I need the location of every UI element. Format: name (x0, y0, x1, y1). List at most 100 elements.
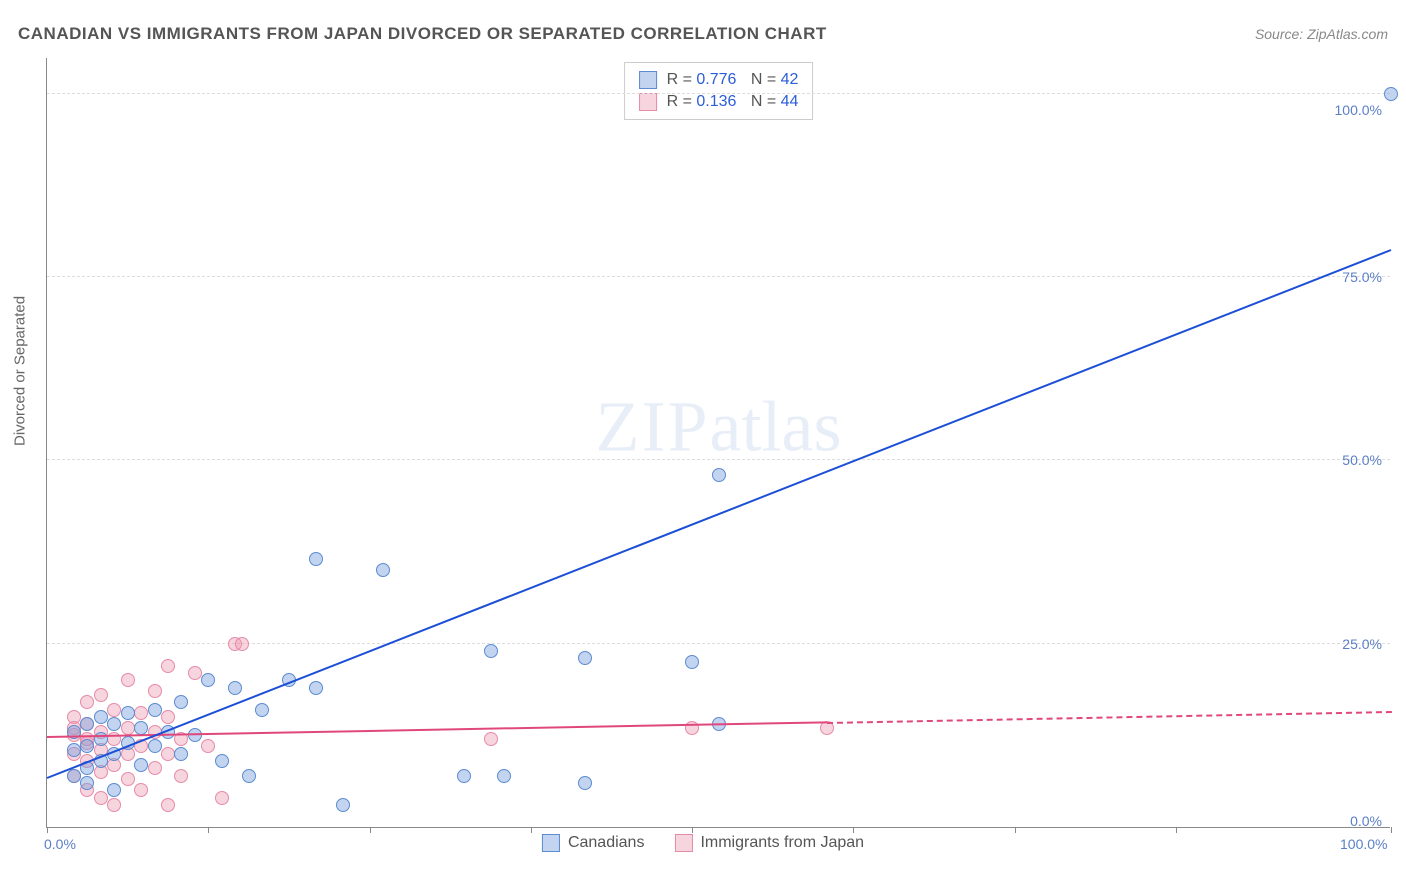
y-tick-label: 25.0% (1342, 636, 1382, 652)
swatch-canadians (542, 834, 560, 852)
scatter-point-canadians (174, 695, 188, 709)
scatter-point-canadians (309, 552, 323, 566)
swatch-canadians (639, 71, 657, 89)
scatter-point-immigrants (121, 721, 135, 735)
grid-line (47, 276, 1390, 277)
watermark: ZIPatlas (596, 386, 842, 469)
chart-header: CANADIAN VS IMMIGRANTS FROM JAPAN DIVORC… (18, 24, 1388, 44)
series-legend: Canadians Immigrants from Japan (542, 834, 864, 852)
y-tick-label: 100.0% (1335, 102, 1382, 118)
scatter-point-immigrants (215, 791, 229, 805)
scatter-point-immigrants (161, 747, 175, 761)
scatter-point-canadians (1384, 87, 1398, 101)
scatter-point-immigrants (148, 761, 162, 775)
scatter-point-immigrants (148, 684, 162, 698)
scatter-point-canadians (484, 644, 498, 658)
scatter-point-canadians (215, 754, 229, 768)
scatter-point-immigrants (121, 673, 135, 687)
scatter-point-immigrants (161, 798, 175, 812)
scatter-point-canadians (712, 468, 726, 482)
scatter-point-canadians (174, 747, 188, 761)
x-tick-label-left: 0.0% (44, 836, 76, 852)
scatter-point-immigrants (134, 706, 148, 720)
r-value-canadians: 0.776 (696, 71, 736, 88)
scatter-point-canadians (188, 728, 202, 742)
scatter-point-canadians (80, 776, 94, 790)
watermark-zip: ZIP (596, 387, 710, 467)
n-value-canadians: 42 (781, 71, 799, 88)
scatter-point-immigrants (235, 637, 249, 651)
scatter-point-canadians (134, 758, 148, 772)
scatter-point-immigrants (94, 688, 108, 702)
x-tick-mark (853, 827, 854, 833)
scatter-point-immigrants (107, 703, 121, 717)
scatter-point-canadians (376, 563, 390, 577)
scatter-point-canadians (228, 681, 242, 695)
scatter-point-canadians (107, 783, 121, 797)
scatter-point-immigrants (188, 666, 202, 680)
scatter-point-canadians (148, 739, 162, 753)
scatter-point-canadians (336, 798, 350, 812)
legend-label-canadians: Canadians (568, 834, 645, 852)
scatter-point-immigrants (174, 769, 188, 783)
source-prefix: Source: (1255, 26, 1307, 42)
trend-line (47, 249, 1392, 779)
y-tick-label: 50.0% (1342, 452, 1382, 468)
correlation-legend: R = 0.776 N = 42 R = 0.136 N = 44 (624, 62, 814, 120)
scatter-point-canadians (148, 703, 162, 717)
scatter-point-canadians (242, 769, 256, 783)
scatter-point-canadians (309, 681, 323, 695)
y-tick-label: 0.0% (1350, 813, 1382, 829)
y-axis-label: Divorced or Separated (12, 296, 29, 446)
n-value-immigrants: 44 (781, 93, 799, 110)
watermark-atlas: atlas (710, 387, 842, 467)
chart-source: Source: ZipAtlas.com (1255, 26, 1388, 42)
x-tick-label-right: 100.0% (1340, 836, 1387, 852)
scatter-point-canadians (578, 776, 592, 790)
scatter-point-canadians (255, 703, 269, 717)
x-tick-mark (208, 827, 209, 833)
plot-area: ZIPatlas R = 0.776 N = 42 R = 0.136 N = … (46, 58, 1390, 828)
scatter-point-canadians (457, 769, 471, 783)
chart-title: CANADIAN VS IMMIGRANTS FROM JAPAN DIVORC… (18, 24, 827, 44)
scatter-point-canadians (80, 717, 94, 731)
scatter-point-canadians (80, 739, 94, 753)
trend-line-dash (826, 711, 1391, 724)
scatter-point-immigrants (80, 695, 94, 709)
scatter-point-canadians (67, 769, 81, 783)
r-label: R = 0.776 (667, 71, 737, 89)
scatter-point-canadians (685, 655, 699, 669)
scatter-point-canadians (578, 651, 592, 665)
scatter-point-immigrants (121, 772, 135, 786)
x-tick-mark (531, 827, 532, 833)
x-tick-mark (692, 827, 693, 833)
grid-line (47, 93, 1390, 94)
r-value-immigrants: 0.136 (696, 93, 736, 110)
legend-row-canadians: R = 0.776 N = 42 (639, 69, 799, 91)
scatter-point-canadians (134, 721, 148, 735)
scatter-point-immigrants (484, 732, 498, 746)
chart-container: CANADIAN VS IMMIGRANTS FROM JAPAN DIVORC… (0, 0, 1406, 892)
scatter-point-canadians (67, 743, 81, 757)
scatter-point-immigrants (107, 798, 121, 812)
scatter-point-canadians (201, 673, 215, 687)
n-label: N = 42 (746, 71, 798, 89)
legend-row-immigrants: R = 0.136 N = 44 (639, 91, 799, 113)
legend-item-canadians: Canadians (542, 834, 645, 852)
scatter-point-canadians (107, 717, 121, 731)
scatter-point-canadians (121, 706, 135, 720)
scatter-point-immigrants (94, 791, 108, 805)
swatch-immigrants (674, 834, 692, 852)
scatter-point-canadians (94, 710, 108, 724)
x-tick-mark (1015, 827, 1016, 833)
y-tick-label: 75.0% (1342, 269, 1382, 285)
scatter-point-immigrants (134, 783, 148, 797)
legend-item-immigrants: Immigrants from Japan (674, 834, 864, 852)
x-tick-mark (1391, 827, 1392, 833)
x-tick-mark (1176, 827, 1177, 833)
scatter-point-immigrants (161, 710, 175, 724)
scatter-point-immigrants (201, 739, 215, 753)
scatter-point-immigrants (161, 659, 175, 673)
x-tick-mark (47, 827, 48, 833)
scatter-point-canadians (497, 769, 511, 783)
